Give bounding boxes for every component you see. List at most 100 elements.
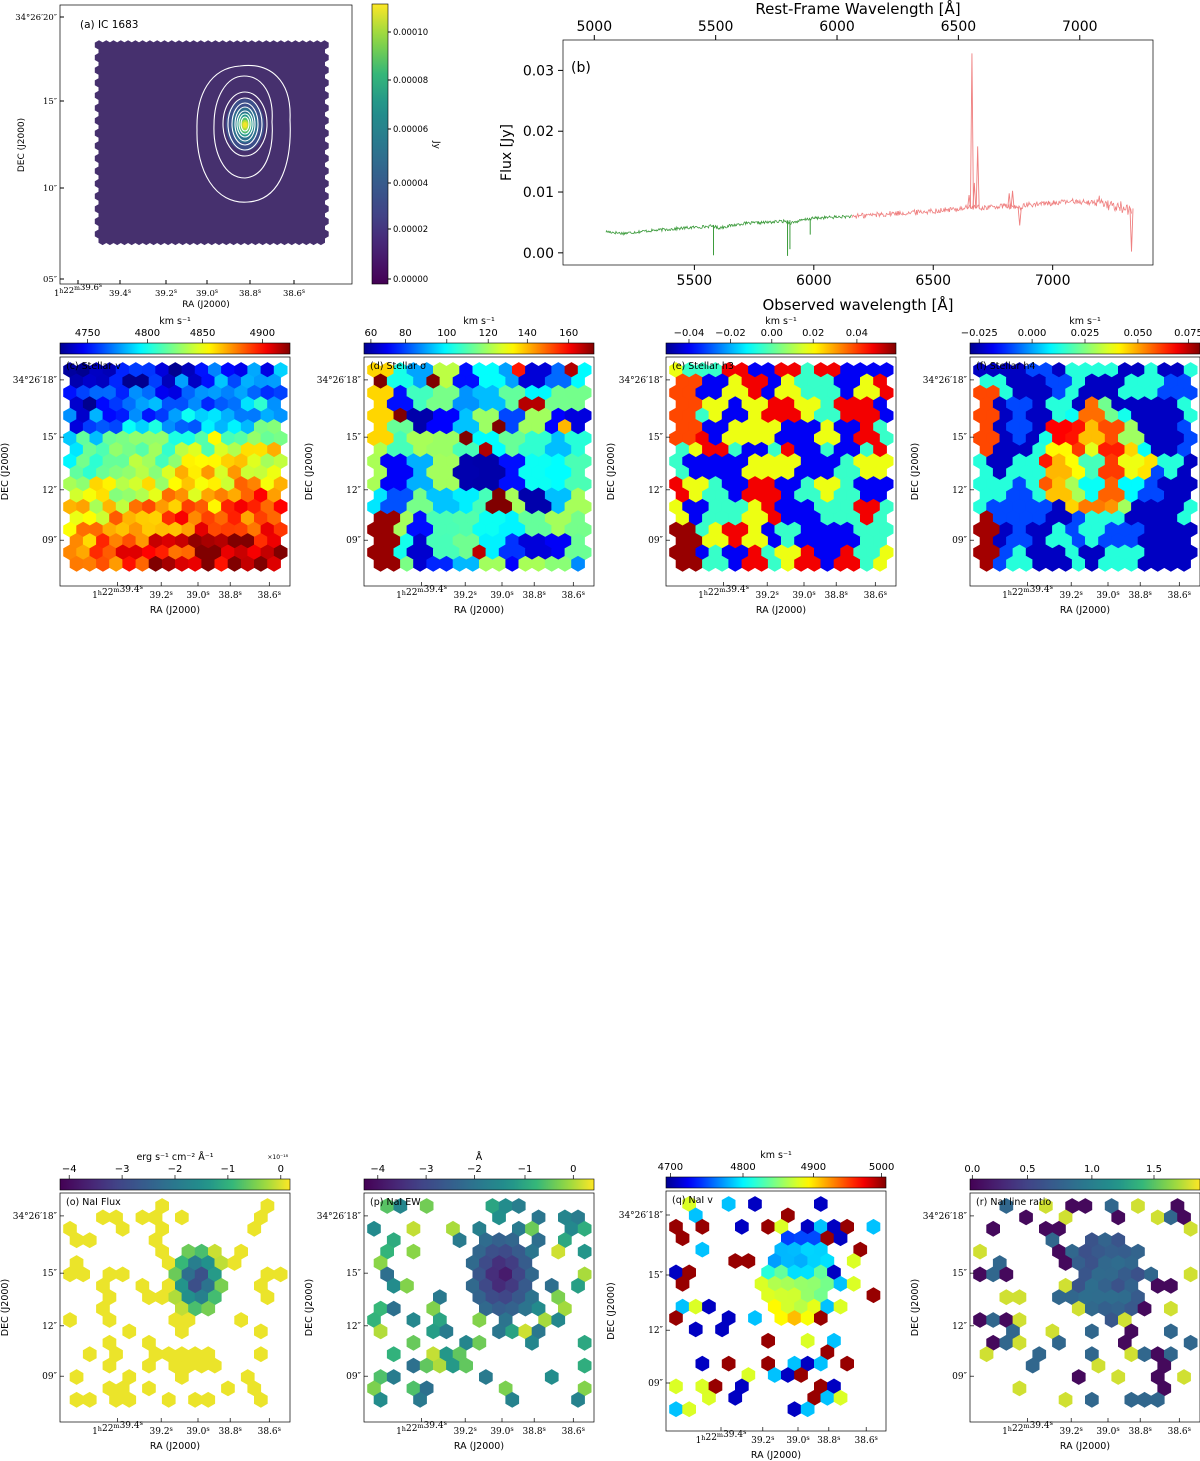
panel-p-hex — [498, 1198, 513, 1214]
panel-c-hex — [76, 521, 90, 538]
panel-e-hex — [787, 384, 802, 401]
panel-q-hex — [807, 1275, 822, 1292]
panel-p-hex — [446, 1220, 460, 1237]
panel-c-hex — [82, 510, 97, 527]
panel-o-hexes — [63, 1198, 288, 1408]
panel-c-hex — [69, 464, 84, 481]
panel-e-hex — [860, 396, 874, 413]
panel-o-hex — [181, 1243, 196, 1260]
panel-f-hex — [1071, 373, 1086, 390]
panel-q-hex — [787, 1310, 802, 1326]
panel-c-hex — [254, 487, 268, 504]
panel-e-hex — [794, 464, 808, 481]
panel-c-hex — [148, 396, 163, 413]
panel-c-hex — [221, 544, 235, 561]
panel-f-hex — [1111, 533, 1126, 549]
panel-f-hex — [1052, 453, 1066, 470]
panel-r-hex — [1098, 1255, 1112, 1271]
panel-p-hex — [492, 1323, 506, 1340]
panel-e-hex — [840, 521, 854, 538]
panel-c-hex — [227, 487, 242, 504]
panel-e-hex — [833, 373, 848, 390]
panel-c-label: (c) Stellar v — [66, 361, 121, 372]
panel-p-hex — [452, 1346, 467, 1363]
panel-f-hex — [1012, 498, 1027, 515]
panel-c-hex — [214, 419, 229, 435]
panel-e-hex — [787, 362, 802, 378]
panel-d-hex — [531, 419, 546, 435]
panel-f-hex — [999, 498, 1014, 515]
panel-c-hex — [201, 396, 216, 413]
panel-e-hex — [781, 441, 795, 458]
panel-c-hex — [175, 373, 189, 390]
panel-f-colorbar — [969, 342, 1200, 355]
panel-d-hex — [571, 441, 585, 458]
panel-c-hex — [69, 555, 84, 572]
panel-e-hex — [702, 396, 716, 413]
panel-q-hex — [721, 1196, 736, 1212]
panel-r-hex — [1183, 1334, 1198, 1351]
panel-f-hex — [1157, 476, 1172, 492]
panel-e-hex — [754, 464, 769, 481]
panel-e-hex — [715, 487, 729, 504]
panel-e-hex — [787, 498, 802, 515]
panel-o-hex — [115, 1380, 130, 1397]
panel-f-hex — [999, 453, 1014, 470]
panel-d-hex — [465, 419, 480, 435]
panel-o-hex — [109, 1391, 123, 1408]
panel-d-hex — [531, 396, 546, 413]
panel-p-hex — [558, 1300, 572, 1317]
panel-r-hex — [1111, 1277, 1126, 1294]
panel-q-hex — [820, 1389, 835, 1406]
panel-q-hex — [669, 1310, 683, 1326]
panel-f-hex — [1164, 419, 1178, 435]
panel-e-hex — [741, 441, 756, 458]
panel-q-hex — [794, 1230, 808, 1247]
panel-e-hex — [702, 487, 716, 504]
panel-d-hex — [465, 555, 480, 572]
panel-p-hex — [498, 1380, 513, 1397]
panel-q-hex — [800, 1332, 815, 1349]
panel-e-hex — [721, 384, 736, 401]
panel-e-xlabel: RA (J2000) — [756, 605, 806, 616]
panel-e-hex — [702, 419, 716, 435]
panel-d-hex — [433, 430, 447, 447]
panel-e-hex — [873, 555, 887, 572]
panel-e-hex — [814, 544, 828, 561]
panel-q-hex — [807, 1253, 822, 1269]
panel-c-hex — [69, 419, 84, 435]
panel-c-hex — [194, 476, 209, 492]
panel-c-hex — [82, 441, 97, 458]
panel-r-hex — [1164, 1209, 1178, 1226]
panel-f-hex — [1032, 464, 1047, 481]
panel-o-cbar-title: erg s⁻¹ cm⁻² Å⁻¹ — [136, 1151, 213, 1163]
panel-e-hex — [735, 521, 749, 538]
panel-f-hex — [1131, 362, 1145, 378]
panel-r-hex — [1065, 1198, 1079, 1214]
panel-p-xtick-label: 1h22m39.4s — [396, 1419, 447, 1437]
panel-e-hex — [688, 373, 703, 390]
panel-o-hex — [188, 1346, 202, 1363]
panel-p-hex — [386, 1369, 401, 1385]
panel-r-hex — [979, 1346, 994, 1363]
panel-d-hex — [400, 419, 414, 435]
panel-f-hex — [1124, 510, 1139, 527]
panel-p-hex — [518, 1277, 533, 1294]
panel-e-hex — [774, 362, 789, 378]
panel-p-ytick-label: 15″ — [346, 1269, 361, 1279]
panel-f-hex — [1131, 453, 1145, 470]
panel-d-hex — [426, 419, 441, 435]
panel-c-hex — [142, 498, 156, 515]
panel-d-hex — [485, 407, 500, 424]
panel-q-hex — [846, 1253, 861, 1269]
panel-o-hex — [168, 1266, 183, 1283]
panel-f-hex — [1164, 510, 1178, 527]
panel-q-hex — [800, 1401, 815, 1418]
panel-r-hex — [999, 1198, 1014, 1214]
panel-d-hex — [564, 453, 579, 470]
panel-c-hex — [69, 441, 84, 458]
panel-f-hex — [1104, 476, 1119, 492]
panel-f-hex — [1071, 441, 1086, 458]
panel-a-contour-inner — [234, 106, 256, 142]
panel-b-x2label: Rest-Frame Wavelength [Å] — [755, 0, 960, 18]
